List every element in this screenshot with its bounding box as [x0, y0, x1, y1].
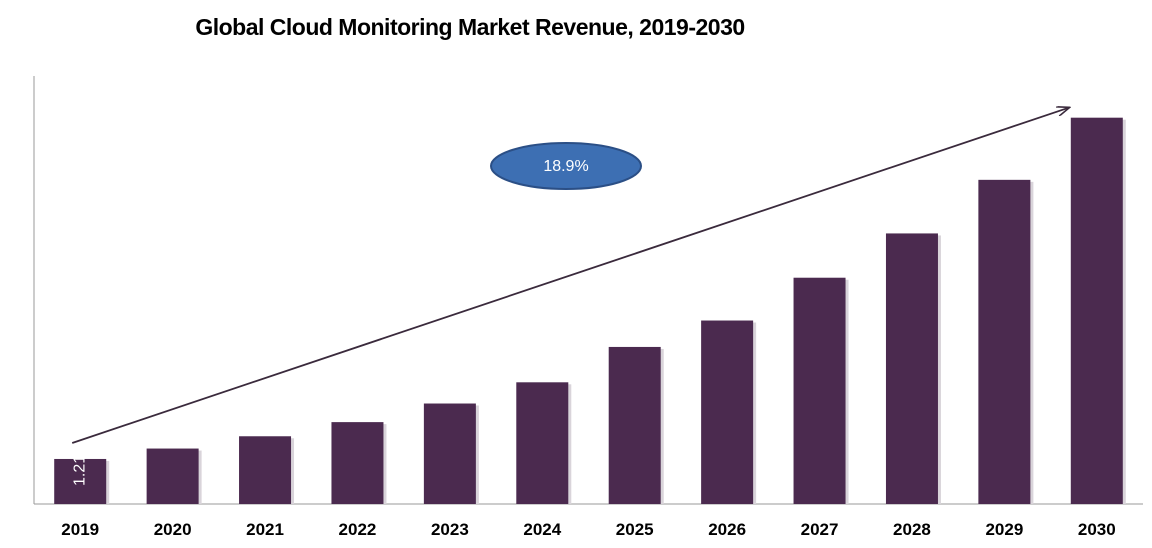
- chart-title: Global Cloud Monitoring Market Revenue, …: [195, 14, 745, 40]
- bar-2029: [978, 179, 1031, 504]
- bar-2025: [608, 346, 661, 504]
- x-tick-2025: 2025: [616, 520, 654, 539]
- x-tick-2030: 2030: [1078, 520, 1116, 539]
- trend-arrow-group: [71, 108, 1069, 444]
- bar-2026: [701, 320, 754, 504]
- cagr-ellipse: [490, 142, 642, 190]
- x-tick-2026: 2026: [708, 520, 746, 539]
- x-tick-2027: 2027: [801, 520, 839, 539]
- cagr-label: 18.9%: [543, 158, 588, 175]
- x-tick-2020: 2020: [154, 520, 192, 539]
- x-tick-2029: 2029: [985, 520, 1023, 539]
- axes: [33, 76, 1143, 505]
- bar-2028: [885, 233, 938, 504]
- data-label-2019: 1.21: [71, 455, 88, 486]
- x-tick-2019: 2019: [61, 520, 99, 539]
- x-tick-2021: 2021: [246, 520, 284, 539]
- bars-group: [54, 117, 1126, 505]
- bar-2030: [1070, 117, 1123, 505]
- bar-2019: [54, 458, 107, 504]
- data-labels: 1.21: [71, 455, 88, 486]
- x-tick-2023: 2023: [431, 520, 469, 539]
- cagr-annotation: 18.9%: [490, 142, 642, 190]
- bar-2021: [239, 436, 292, 504]
- bar-2027: [793, 277, 846, 504]
- x-tick-labels: 2019 2020 2021 2022 2023 2024 2025 2026 2027 2028…: [61, 520, 1115, 539]
- bar-2020: [146, 448, 199, 504]
- x-tick-2024: 2024: [523, 520, 561, 539]
- x-tick-2022: 2022: [339, 520, 377, 539]
- trend-arrow: [71, 108, 1069, 444]
- bar-2024: [516, 382, 569, 504]
- bar-2023: [423, 403, 476, 504]
- x-tick-2028: 2028: [893, 520, 931, 539]
- bar-2022: [331, 422, 384, 504]
